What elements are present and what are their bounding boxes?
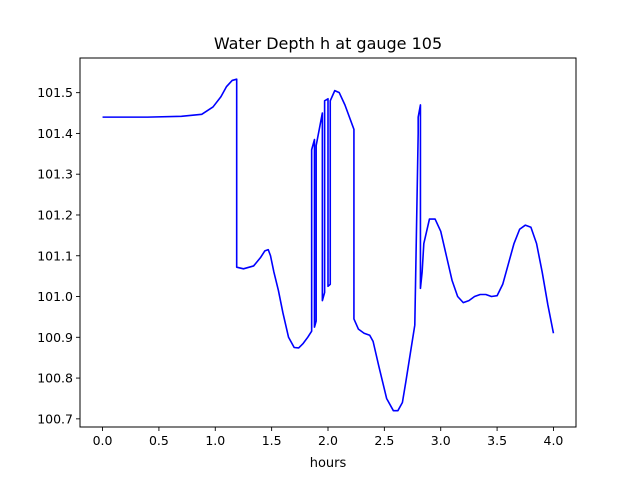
x-axis: 0.0 0.5 1.0 1.5 2.0 2.5 3.0 3.5 4.0 [93,427,564,448]
chart-title: Water Depth h at gauge 105 [214,34,442,53]
x-tick-label: 2.5 [374,433,394,448]
y-tick-label: 101.4 [37,126,73,141]
x-tick-label: 1.0 [205,433,225,448]
x-tick-label: 3.0 [431,433,451,448]
x-tick-label: 2.0 [318,433,338,448]
y-tick-label: 101.1 [37,248,73,263]
x-tick-label: 1.5 [262,433,282,448]
x-axis-label: hours [310,456,347,471]
y-axis: 100.7 100.8 100.9 101.0 101.1 101.2 101.3 101.4… [37,85,80,426]
y-tick-label: 101.2 [37,207,73,222]
y-tick-label: 101.3 [37,167,73,182]
x-tick-label: 3.5 [487,433,507,448]
x-tick-label: 4.0 [544,433,564,448]
x-tick-label: 0.5 [149,433,169,448]
y-tick-label: 100.9 [37,330,73,345]
y-tick-label: 101.0 [37,289,73,304]
x-tick-label: 0.0 [93,433,113,448]
series-line-water-depth [102,78,555,412]
y-tick-label: 100.7 [37,411,73,426]
y-tick-label: 101.5 [37,85,73,100]
y-tick-label: 100.8 [37,371,73,386]
